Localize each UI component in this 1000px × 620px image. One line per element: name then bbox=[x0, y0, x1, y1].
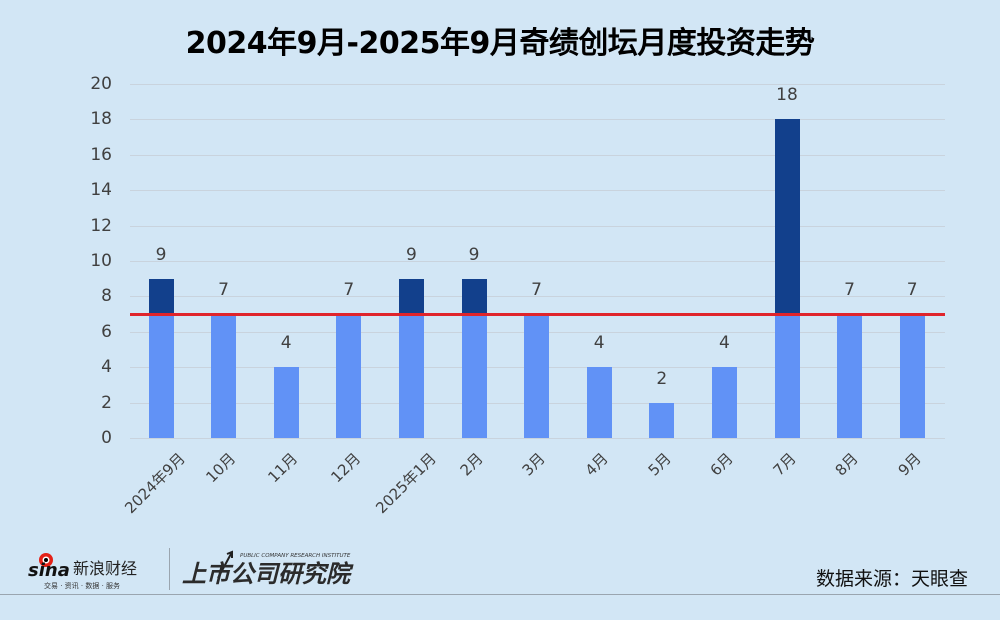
data-source: 数据来源：天眼查 bbox=[815, 568, 968, 590]
svg-text:PUBLIC COMPANY RESEARCH INSTIT: PUBLIC COMPANY RESEARCH INSTITUTE bbox=[240, 553, 351, 559]
y-tick-label: 0 bbox=[101, 428, 112, 448]
bar bbox=[398, 278, 424, 438]
arrow-icon bbox=[217, 550, 233, 579]
bar bbox=[461, 278, 487, 438]
data-label: 4 bbox=[280, 333, 292, 354]
x-tick-label: 3月 bbox=[518, 449, 550, 480]
chart-title: 2024年9月-2025年9月奇绩创坛月度投资走势 bbox=[185, 26, 815, 61]
sina-eye-icon bbox=[39, 553, 53, 567]
y-tick-label: 18 bbox=[90, 109, 112, 130]
bar-base-segment bbox=[336, 314, 362, 438]
bar-base-segment bbox=[711, 367, 737, 438]
bar-above-average-segment bbox=[461, 278, 487, 315]
data-label: 9 bbox=[155, 244, 167, 265]
bar-base-segment bbox=[148, 314, 174, 438]
x-tick-label: 7月 bbox=[769, 449, 800, 480]
bar-above-average-segment bbox=[774, 119, 800, 315]
y-tick-label: 20 bbox=[90, 74, 112, 94]
y-tick-label: 14 bbox=[90, 180, 112, 201]
gridline bbox=[130, 119, 945, 121]
data-label: 4 bbox=[718, 333, 730, 354]
svg-text:新浪财经: 新浪财经 bbox=[73, 559, 137, 578]
y-tick-label: 12 bbox=[90, 215, 112, 236]
x-tick-label: 11月 bbox=[264, 449, 302, 487]
svg-text:上市公司研究院: 上市公司研究院 bbox=[182, 560, 354, 588]
bar-base-segment bbox=[899, 314, 925, 438]
bar-base-segment bbox=[774, 314, 800, 438]
gridline bbox=[130, 261, 945, 262]
x-tick-label: 8月 bbox=[831, 449, 863, 480]
svg-text:交易 · 资讯 · 数据 · 服务: 交易 · 资讯 · 数据 · 服务 bbox=[44, 581, 120, 590]
x-tick-label: 4月 bbox=[581, 449, 612, 480]
data-label: 9 bbox=[468, 244, 480, 265]
bar bbox=[649, 402, 675, 438]
x-tick-label: 12月 bbox=[327, 449, 365, 487]
logo-separator bbox=[169, 548, 170, 590]
bar bbox=[211, 314, 237, 438]
bar-base-segment bbox=[524, 314, 550, 438]
gridline bbox=[130, 296, 945, 298]
gridline bbox=[130, 190, 945, 192]
y-tick-label: 2 bbox=[101, 392, 112, 413]
data-label: 2 bbox=[656, 368, 668, 389]
data-label: 7 bbox=[844, 280, 855, 301]
gridline bbox=[130, 154, 945, 156]
x-tick-label: 10月 bbox=[202, 449, 239, 487]
bar-base-segment bbox=[211, 314, 237, 438]
sina-finance-logo: sina 新浪财经 交易 · 资讯 · 数据 · 服务 bbox=[28, 553, 137, 590]
bar bbox=[336, 314, 362, 438]
x-tick-label: 5月 bbox=[644, 449, 675, 480]
y-tick-label: 10 bbox=[90, 251, 112, 271]
x-tick-label: 2月 bbox=[456, 449, 487, 480]
gridline bbox=[130, 84, 945, 85]
data-label: 18 bbox=[776, 85, 798, 106]
gridline bbox=[130, 225, 945, 227]
bar bbox=[273, 367, 299, 438]
bar-base-segment bbox=[398, 314, 424, 438]
y-tick-label: 6 bbox=[101, 321, 112, 342]
y-tick-label: 4 bbox=[101, 357, 112, 378]
bar-above-average-segment bbox=[398, 278, 424, 315]
data-label: 9 bbox=[405, 244, 417, 265]
x-tick-label: 6月 bbox=[706, 449, 737, 480]
x-tick-label: 9月 bbox=[894, 449, 925, 480]
research-institute-logo: PUBLIC COMPANY RESEARCH INSTITUTE 上市公司研究… bbox=[182, 550, 354, 588]
data-label: 7 bbox=[218, 280, 229, 301]
footer-divider bbox=[0, 594, 1000, 595]
bar-base-segment bbox=[273, 367, 299, 438]
bar-base-segment bbox=[461, 314, 487, 438]
bar bbox=[774, 119, 800, 438]
bar-base-segment bbox=[649, 402, 675, 438]
data-label: 7 bbox=[531, 280, 542, 301]
bar bbox=[524, 314, 550, 438]
bar bbox=[837, 314, 863, 438]
bar bbox=[711, 367, 737, 438]
gridline bbox=[130, 438, 945, 439]
average-reference-line bbox=[130, 312, 945, 316]
data-label: 7 bbox=[343, 280, 355, 301]
data-label: 4 bbox=[593, 333, 605, 354]
svg-text:sina: sina bbox=[28, 560, 70, 581]
data-label: 7 bbox=[906, 280, 918, 301]
plot-area: 0 2 4 6 8 10 12 14 16 18 20 9 7 4 7 9 9 7 4 2 4 18 7 7 bbox=[90, 74, 945, 448]
bar-above-average-segment bbox=[148, 278, 174, 315]
bar bbox=[899, 314, 925, 438]
bar-base-segment bbox=[586, 367, 612, 438]
x-tick-label: 2025年1月 bbox=[371, 449, 440, 518]
x-tick-label: 2024年9月 bbox=[121, 449, 190, 518]
bar-base-segment bbox=[837, 314, 863, 438]
y-tick-label: 8 bbox=[101, 286, 112, 307]
bar bbox=[148, 278, 174, 438]
y-tick-label: 16 bbox=[90, 144, 112, 165]
bar bbox=[586, 367, 612, 438]
